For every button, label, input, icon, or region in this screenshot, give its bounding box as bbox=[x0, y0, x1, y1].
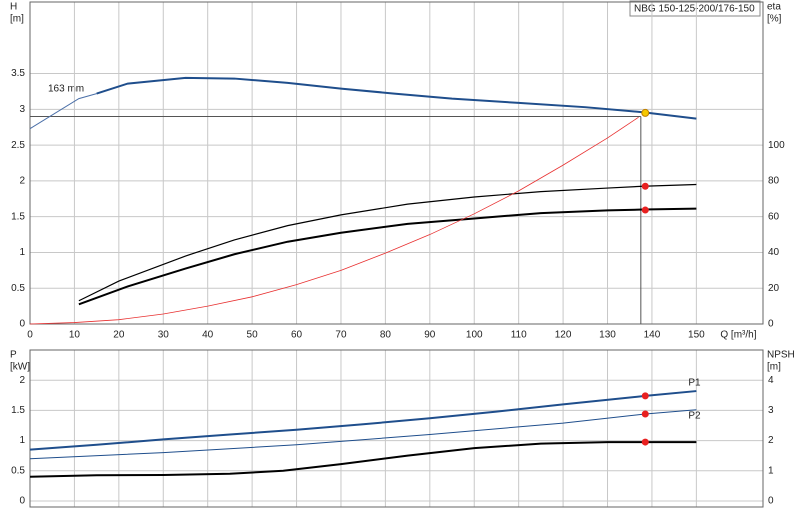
y2-tick-label: 100 bbox=[768, 140, 785, 151]
y-axis-unit: [kW] bbox=[10, 362, 30, 373]
y2-tick-label: 60 bbox=[768, 211, 780, 222]
y2-axis-unit: [%] bbox=[767, 14, 782, 25]
y-tick-label: 0.5 bbox=[11, 465, 25, 476]
x-tick-label: 100 bbox=[466, 330, 483, 341]
y-tick-label: 1 bbox=[19, 435, 25, 446]
x-tick-label: 90 bbox=[424, 330, 436, 341]
curve-label: P2 bbox=[688, 410, 701, 421]
x-tick-label: 140 bbox=[644, 330, 661, 341]
y-tick-label: 1 bbox=[19, 247, 25, 258]
y-tick-label: 1.5 bbox=[11, 211, 25, 222]
x-tick-label: 40 bbox=[202, 330, 214, 341]
y2-axis-label: NPSH bbox=[767, 350, 795, 361]
x-tick-label: 50 bbox=[247, 330, 259, 341]
y-axis-label: H bbox=[10, 2, 17, 13]
x-tick-label: 30 bbox=[158, 330, 170, 341]
x-tick-label: 20 bbox=[113, 330, 125, 341]
curve bbox=[29, 116, 639, 325]
y2-tick-label: 3 bbox=[768, 405, 774, 416]
x-tick-label: 10 bbox=[69, 330, 81, 341]
title-box bbox=[629, 0, 761, 17]
curve-label: P1 bbox=[688, 378, 701, 389]
y2-tick-label: 4 bbox=[768, 375, 774, 386]
chart-title: NBG 150-125-200/176-150 bbox=[634, 4, 755, 15]
impeller-annotation: 163 mm bbox=[48, 84, 84, 95]
curve bbox=[78, 207, 697, 306]
plot-frame bbox=[29, 1, 764, 325]
x-tick-label: 150 bbox=[688, 330, 705, 341]
curve bbox=[29, 390, 697, 451]
operating-point bbox=[641, 108, 650, 117]
plot-frame bbox=[29, 349, 764, 508]
y2-tick-label: 80 bbox=[768, 176, 780, 187]
x-tick-label: 0 bbox=[27, 330, 33, 341]
x-tick-label: 80 bbox=[380, 330, 392, 341]
x-tick-label: 70 bbox=[335, 330, 347, 341]
y2-axis-unit: [m] bbox=[767, 362, 781, 373]
y-tick-label: 1.5 bbox=[11, 405, 25, 416]
y-tick-label: 2 bbox=[19, 176, 25, 187]
y2-tick-label: 2 bbox=[768, 435, 774, 446]
y-axis-unit: [m] bbox=[10, 14, 24, 25]
y-tick-label: 0 bbox=[19, 319, 25, 330]
y-tick-label: 3 bbox=[19, 104, 25, 115]
curve bbox=[29, 93, 97, 130]
x-tick-label: 60 bbox=[291, 330, 303, 341]
y-tick-label: 2.5 bbox=[11, 140, 25, 151]
y2-tick-label: 1 bbox=[768, 465, 774, 476]
x-tick-label: 110 bbox=[511, 330, 527, 341]
x-axis-label: Q [m³/h] bbox=[720, 330, 756, 341]
y-tick-label: 2 bbox=[19, 375, 25, 386]
y2-tick-label: 0 bbox=[768, 319, 774, 330]
curve bbox=[96, 76, 697, 120]
operating-point bbox=[641, 206, 649, 214]
operating-point bbox=[641, 182, 649, 190]
y2-tick-label: 20 bbox=[768, 283, 780, 294]
y-tick-label: 0 bbox=[19, 496, 25, 507]
y-tick-label: 3.5 bbox=[11, 68, 25, 79]
operating-point bbox=[641, 410, 649, 418]
x-tick-label: 130 bbox=[599, 330, 616, 341]
y-tick-label: 0.5 bbox=[11, 283, 25, 294]
y2-tick-label: 0 bbox=[768, 496, 774, 507]
operating-point bbox=[641, 438, 649, 446]
y2-axis-label: eta bbox=[767, 2, 781, 13]
curve bbox=[78, 183, 697, 302]
y2-tick-label: 40 bbox=[768, 247, 780, 258]
y-axis-label: P bbox=[10, 350, 17, 361]
x-tick-label: 120 bbox=[555, 330, 572, 341]
curve bbox=[29, 441, 697, 478]
curve bbox=[29, 409, 697, 460]
operating-point bbox=[641, 392, 649, 400]
